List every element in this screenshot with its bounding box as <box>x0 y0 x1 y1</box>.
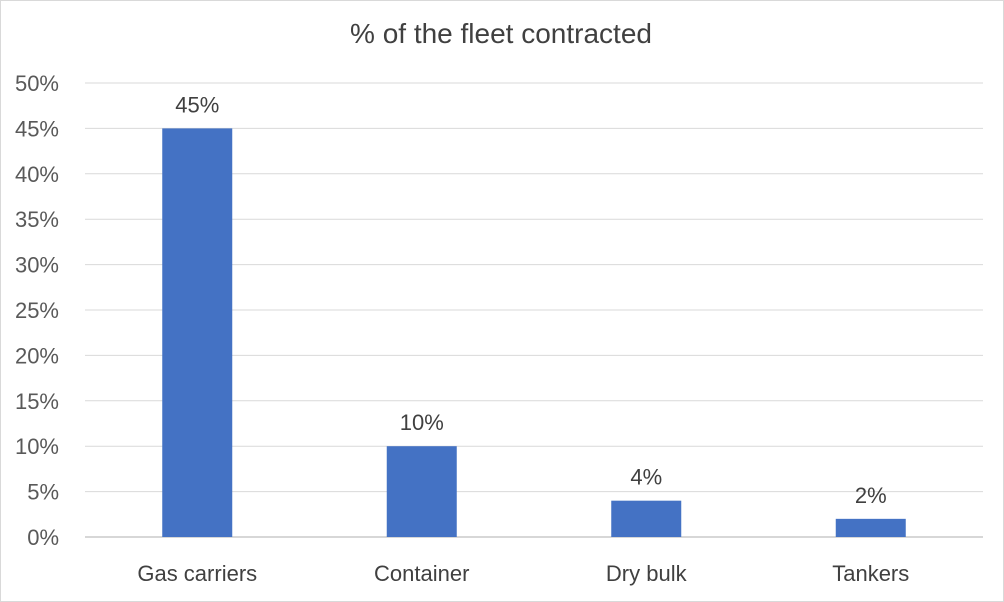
bars <box>162 128 906 537</box>
y-tick-label: 20% <box>15 343 59 368</box>
y-axis-ticks: 0% 5% 10% 15% 20% 25% 30% 35% 40% 45% 50% <box>15 71 59 550</box>
data-label: 10% <box>400 410 444 435</box>
y-tick-label: 35% <box>15 207 59 232</box>
category-label: Container <box>374 561 469 586</box>
y-tick-label: 30% <box>15 253 59 278</box>
y-tick-label: 25% <box>15 298 59 323</box>
data-label: 4% <box>630 465 662 490</box>
category-label: Dry bulk <box>606 561 688 586</box>
data-labels: 45% 10% 4% 2% <box>175 92 886 507</box>
gridlines <box>85 82 983 538</box>
y-tick-label: 40% <box>15 162 59 187</box>
category-label: Gas carriers <box>137 561 257 586</box>
chart-title: % of the fleet contracted <box>350 18 652 49</box>
bar-tankers <box>835 518 906 537</box>
y-tick-label: 45% <box>15 116 59 141</box>
bar-gas-carriers <box>162 128 233 537</box>
x-axis-categories: Gas carriers Container Dry bulk Tankers <box>137 561 909 586</box>
y-tick-label: 5% <box>27 480 59 505</box>
y-tick-label: 15% <box>15 389 59 414</box>
data-label: 2% <box>855 483 887 508</box>
bar-dry-bulk <box>611 500 682 537</box>
y-tick-label: 0% <box>27 525 59 550</box>
y-tick-label: 10% <box>15 434 59 459</box>
data-label: 45% <box>175 92 219 117</box>
bar-container <box>386 446 457 537</box>
category-label: Tankers <box>832 561 909 586</box>
y-tick-label: 50% <box>15 71 59 96</box>
